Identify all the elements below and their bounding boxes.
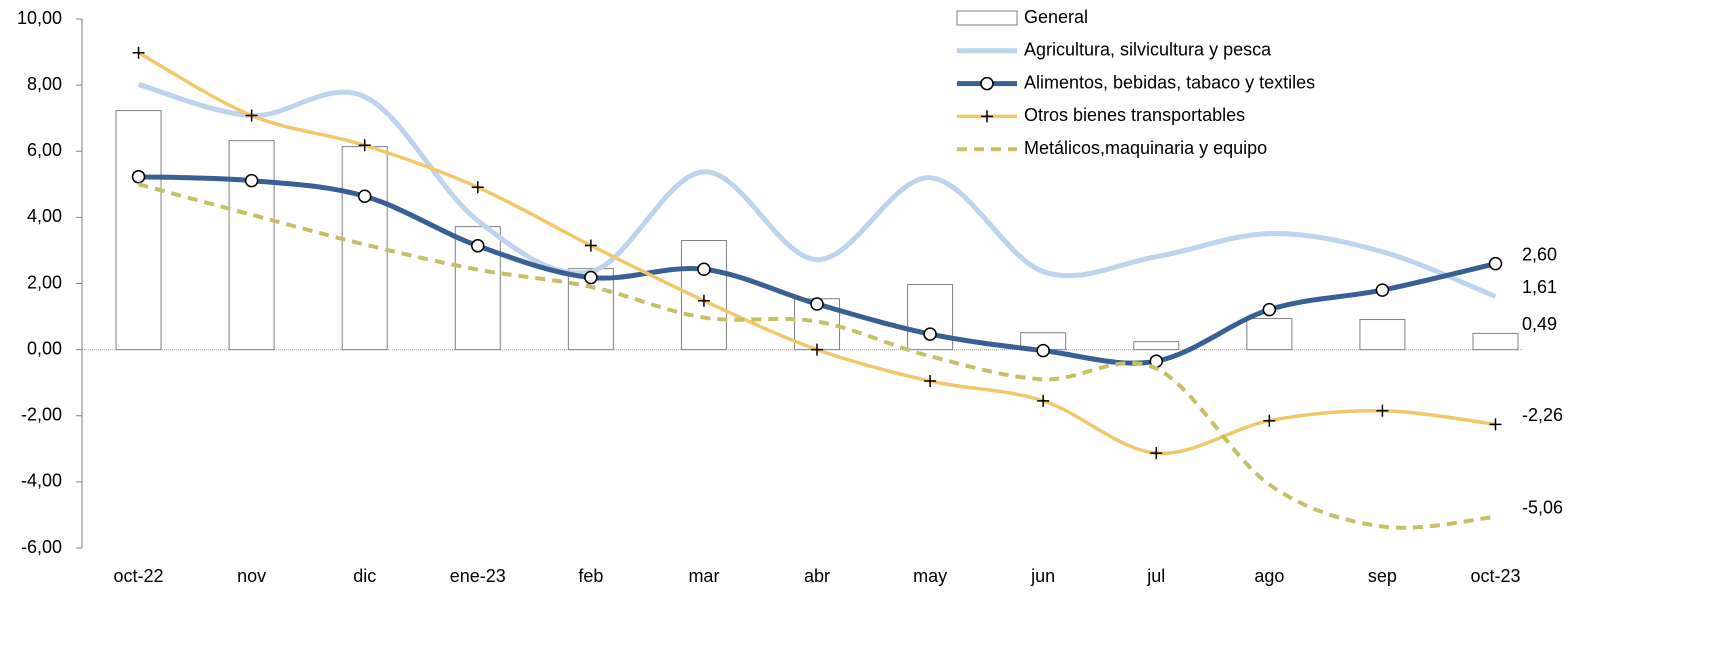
marker bbox=[1488, 256, 1503, 271]
legend-label: Otros bienes transportables bbox=[1024, 105, 1245, 125]
marker bbox=[357, 189, 372, 203]
bar bbox=[1472, 332, 1519, 351]
data-label: 2,60 bbox=[1522, 244, 1557, 264]
x-tick-label: jul bbox=[1146, 566, 1165, 586]
marker bbox=[471, 239, 485, 253]
marker bbox=[1150, 447, 1163, 460]
data-label: 1,61 bbox=[1522, 277, 1557, 297]
line bbox=[137, 82, 1497, 299]
marker bbox=[810, 297, 824, 311]
marker bbox=[811, 343, 824, 356]
data-label: -2,26 bbox=[1522, 405, 1563, 425]
x-tick-label: ago bbox=[1254, 566, 1284, 586]
marker bbox=[923, 327, 937, 341]
marker bbox=[697, 262, 711, 277]
marker bbox=[1375, 283, 1390, 297]
marker bbox=[584, 239, 597, 252]
legend-marker bbox=[981, 110, 993, 123]
marker bbox=[1262, 302, 1277, 317]
x-tick-label: mar bbox=[688, 566, 719, 586]
legend-label: Metálicos,maquinaria y equipo bbox=[1024, 138, 1267, 158]
y-tick-label: 10,00 bbox=[17, 8, 62, 28]
data-label: -5,06 bbox=[1522, 498, 1563, 518]
marker bbox=[1037, 394, 1050, 407]
marker bbox=[584, 270, 598, 285]
y-tick-label: 0,00 bbox=[27, 338, 62, 358]
bar bbox=[1359, 319, 1406, 351]
data-label: 0,49 bbox=[1522, 314, 1557, 334]
x-tick-label: may bbox=[913, 566, 947, 586]
marker bbox=[131, 169, 146, 184]
bar bbox=[115, 110, 162, 351]
y-tick-label: 2,00 bbox=[27, 272, 62, 292]
legend-marker bbox=[980, 76, 994, 91]
marker bbox=[358, 139, 371, 152]
line bbox=[138, 182, 1496, 530]
marker bbox=[132, 46, 145, 59]
marker bbox=[244, 173, 259, 188]
marker bbox=[697, 294, 710, 307]
x-tick-label: ene-23 bbox=[450, 566, 506, 586]
y-tick-label: 4,00 bbox=[27, 206, 62, 226]
x-tick-label: jun bbox=[1030, 566, 1055, 586]
x-tick-label: nov bbox=[237, 566, 266, 586]
legend-label: Agricultura, silvicultura y pesca bbox=[1024, 40, 1272, 60]
x-tick-label: oct-23 bbox=[1470, 566, 1520, 586]
bar bbox=[228, 140, 275, 351]
bar bbox=[341, 146, 388, 351]
marker bbox=[471, 181, 484, 194]
legend-label: Alimentos, bebidas, tabaco y textiles bbox=[1024, 72, 1315, 92]
marker bbox=[1376, 404, 1389, 417]
bar bbox=[1133, 341, 1180, 351]
y-tick-label: 8,00 bbox=[27, 74, 62, 94]
legend-swatch bbox=[956, 10, 1018, 26]
bar bbox=[1246, 318, 1293, 351]
x-tick-label: abr bbox=[804, 566, 830, 586]
y-tick-label: -4,00 bbox=[21, 471, 62, 491]
x-tick-label: sep bbox=[1368, 566, 1397, 586]
y-tick-label: 6,00 bbox=[27, 140, 62, 160]
x-tick-label: feb bbox=[578, 566, 603, 586]
marker bbox=[924, 375, 937, 388]
marker bbox=[1036, 343, 1050, 358]
legend-label: General bbox=[1024, 7, 1088, 27]
marker bbox=[245, 109, 258, 122]
x-tick-label: oct-22 bbox=[114, 566, 164, 586]
y-tick-label: -6,00 bbox=[21, 537, 62, 557]
marker bbox=[1489, 418, 1502, 431]
x-tick-label: dic bbox=[353, 566, 376, 586]
y-tick-label: -2,00 bbox=[21, 405, 62, 425]
marker bbox=[1263, 414, 1276, 427]
